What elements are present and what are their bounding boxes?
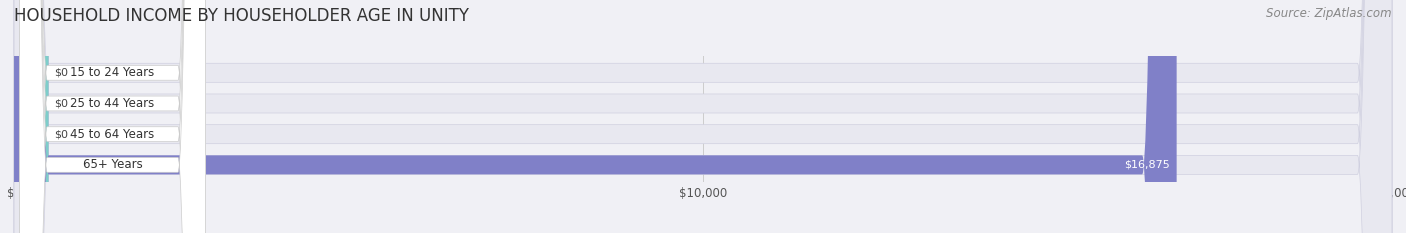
Text: HOUSEHOLD INCOME BY HOUSEHOLDER AGE IN UNITY: HOUSEHOLD INCOME BY HOUSEHOLDER AGE IN U… (14, 7, 470, 25)
Text: $0: $0 (53, 68, 67, 78)
FancyBboxPatch shape (14, 0, 1392, 233)
Text: 45 to 64 Years: 45 to 64 Years (70, 128, 155, 141)
FancyBboxPatch shape (14, 0, 1392, 233)
FancyBboxPatch shape (20, 0, 205, 233)
Text: 25 to 44 Years: 25 to 44 Years (70, 97, 155, 110)
FancyBboxPatch shape (14, 0, 1392, 233)
FancyBboxPatch shape (14, 0, 48, 233)
FancyBboxPatch shape (14, 0, 48, 233)
Text: Source: ZipAtlas.com: Source: ZipAtlas.com (1267, 7, 1392, 20)
Text: $0: $0 (53, 129, 67, 139)
Text: $0: $0 (53, 99, 67, 109)
FancyBboxPatch shape (14, 0, 1392, 233)
Text: 15 to 24 Years: 15 to 24 Years (70, 66, 155, 79)
Text: 65+ Years: 65+ Years (83, 158, 142, 171)
FancyBboxPatch shape (20, 0, 205, 233)
FancyBboxPatch shape (20, 0, 205, 233)
Text: $16,875: $16,875 (1123, 160, 1170, 170)
FancyBboxPatch shape (20, 0, 205, 233)
FancyBboxPatch shape (14, 0, 1177, 233)
FancyBboxPatch shape (14, 0, 48, 233)
